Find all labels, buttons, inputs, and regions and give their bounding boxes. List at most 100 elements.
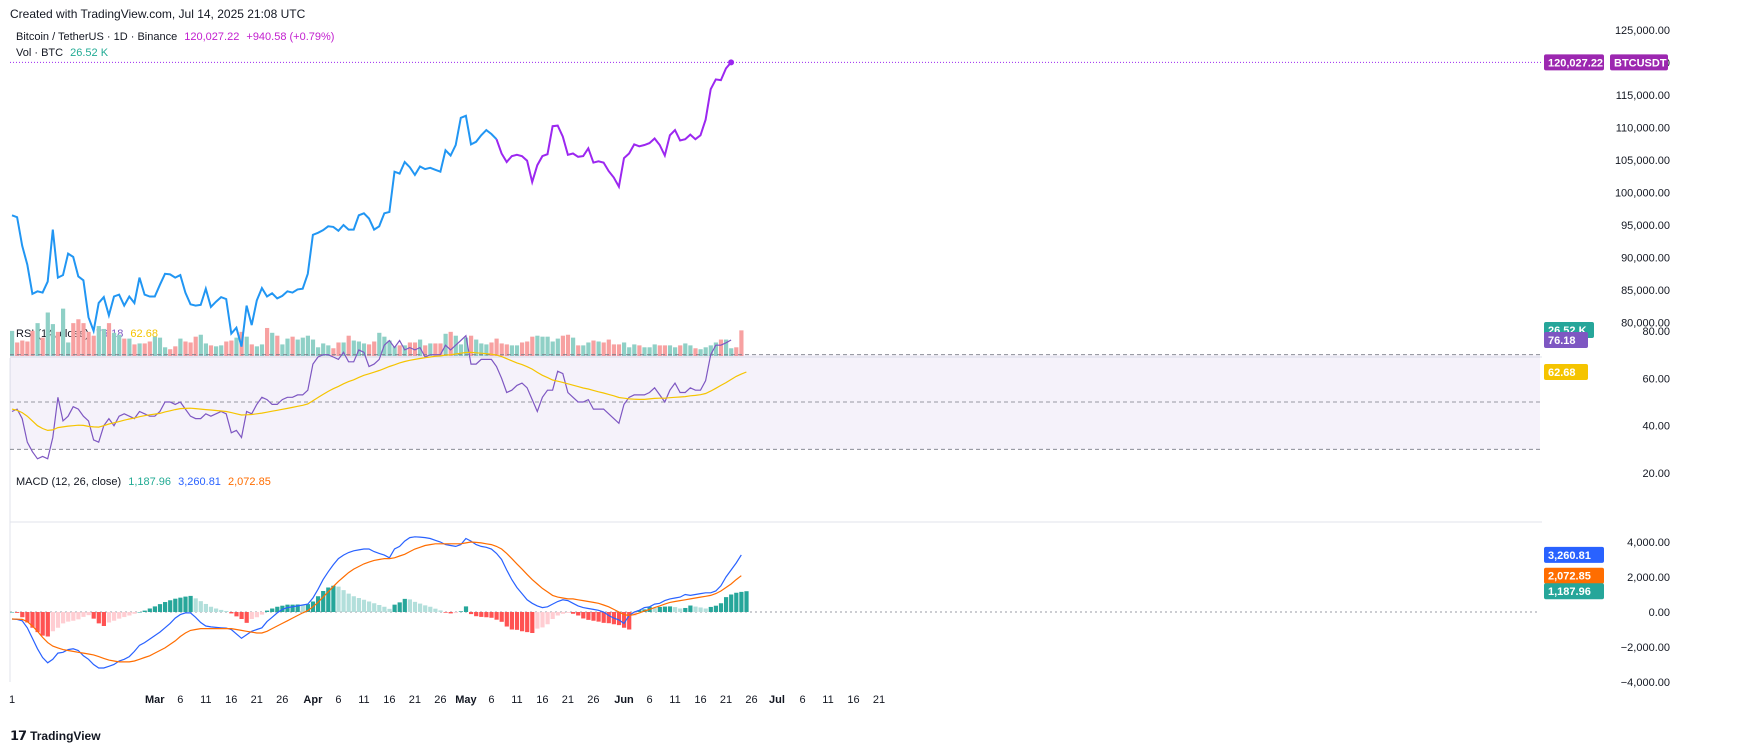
macd-hist-bar: [203, 603, 208, 612]
macd-hist-bar: [484, 612, 489, 618]
macd-hist-bar: [428, 606, 433, 612]
macd-hist-bar: [91, 612, 96, 619]
volume-bar: [428, 343, 433, 356]
macd-hist-bar: [122, 612, 127, 618]
macd-hist-bar: [112, 612, 117, 621]
volume-bar: [458, 344, 463, 356]
time-axis-tick: 26: [745, 694, 757, 706]
price-legend[interactable]: Bitcoin / TetherUS · 1D · Binance 120,02…: [16, 31, 338, 43]
volume-legend[interactable]: Vol · BTC 26.52 K: [16, 47, 112, 59]
macd-hist-bar: [229, 612, 234, 614]
macd-hist-bar: [168, 600, 173, 612]
macd-hist-bar: [372, 603, 377, 612]
macd-hist-bar: [152, 606, 157, 612]
volume-bar: [392, 346, 397, 356]
volume-bar: [361, 343, 367, 356]
macd-label: MACD (12, 26, close): [16, 476, 122, 488]
volume-bar: [163, 347, 168, 356]
macd-hist-bar: [525, 612, 530, 633]
volume-label: Vol · BTC: [16, 47, 64, 59]
volume-bar: [321, 343, 326, 356]
volume-bar: [157, 337, 163, 356]
macd-hist-bar: [295, 604, 300, 612]
macd-hist-bar: [275, 606, 280, 612]
volume-bar: [341, 342, 346, 356]
rsi-ma-line: [11, 351, 747, 432]
macd-hist-bar: [127, 612, 132, 616]
macd-hist-bar: [188, 595, 193, 612]
price-axis-tick: 105,000.00: [1615, 155, 1670, 167]
volume-bar: [66, 342, 71, 356]
rsi-axis-tick: 20.00: [1642, 468, 1670, 480]
signal-line: [11, 541, 742, 663]
macd-hist-bar: [15, 612, 20, 613]
volume-bar: [616, 344, 622, 356]
macd-hist-bar: [469, 612, 474, 615]
macd-hist-bar: [729, 594, 734, 612]
macd-hist-bar: [504, 612, 509, 627]
macd-hist-bar: [596, 612, 601, 622]
macd-hist-bar: [173, 598, 178, 612]
macd-hist-bar: [50, 612, 55, 632]
macd-hist-bar: [392, 604, 397, 612]
macd-hist-bar: [198, 601, 203, 612]
macd-hist-bar: [718, 603, 724, 612]
volume-bar: [724, 339, 729, 356]
volume-bar: [698, 349, 703, 356]
macd-hist-bar: [489, 612, 494, 618]
volume-bar: [91, 335, 96, 356]
volume-bar: [463, 337, 469, 356]
volume-bar: [535, 335, 540, 356]
tradingview-brand: TradingView: [30, 729, 101, 743]
volume-bar: [122, 338, 127, 356]
volume-bar: [106, 323, 112, 356]
macd-legend[interactable]: MACD (12, 26, close) 1,187.96 3,260.81 2…: [16, 476, 275, 488]
macd-histogram: [10, 585, 749, 637]
macd-hist-bar: [606, 612, 611, 624]
volume-bar: [367, 344, 372, 356]
volume-bar: [683, 343, 688, 356]
macd-hist-bar: [652, 607, 657, 612]
macd-hist-bar: [239, 612, 244, 619]
volume-bar: [586, 342, 591, 356]
volume-bar: [739, 330, 744, 356]
volume-bar: [234, 337, 239, 356]
volume-bar: [147, 341, 152, 356]
volume-bar: [316, 347, 321, 356]
macd-value-label: 3,260.81: [1544, 546, 1604, 563]
macd-hist-bar: [412, 601, 418, 612]
macd-hist-bar: [10, 612, 15, 613]
volume-bar: [71, 323, 76, 356]
time-axis-tick: 16: [536, 694, 548, 706]
volume-bar: [203, 343, 208, 356]
price-axis-tick: 115,000.00: [1616, 90, 1670, 102]
volume-bar: [101, 328, 106, 356]
volume-bar: [117, 334, 122, 356]
tradingview-footer[interactable]: 𝟭𝟳 TradingView: [10, 728, 101, 744]
volume-bar: [545, 336, 550, 356]
trading-chart[interactable]: 80,000.00 85,000.00 90,000.00 95,000.00 100,…: [0, 0, 1754, 725]
volume-bar: [407, 342, 412, 356]
volume-bar: [55, 331, 61, 356]
macd-hist-bar: [305, 604, 310, 612]
volume-bar: [25, 341, 30, 356]
macd-hist-bar: [254, 612, 259, 618]
macd-hist-bar: [259, 612, 265, 615]
volume-bar: [397, 345, 402, 356]
volume-bar: [346, 335, 351, 356]
volume-bar: [305, 335, 310, 356]
macd-hist-bar: [61, 612, 66, 624]
macd-hist-bar: [117, 612, 122, 619]
volume-bar: [193, 336, 198, 356]
time-axis-tick: 11: [358, 694, 369, 706]
macd-hist-bar: [571, 612, 576, 614]
macd-hist-bar: [576, 612, 581, 616]
macd-hist-bar: [132, 612, 137, 614]
volume-bar: [300, 337, 305, 356]
volume-bar: [504, 344, 509, 356]
macd-hist-bar: [35, 612, 40, 633]
volume-bar: [168, 349, 173, 356]
macd-hist-bar: [698, 607, 703, 612]
macd-hist-bar: [142, 610, 147, 612]
volume-bar: [652, 344, 657, 356]
